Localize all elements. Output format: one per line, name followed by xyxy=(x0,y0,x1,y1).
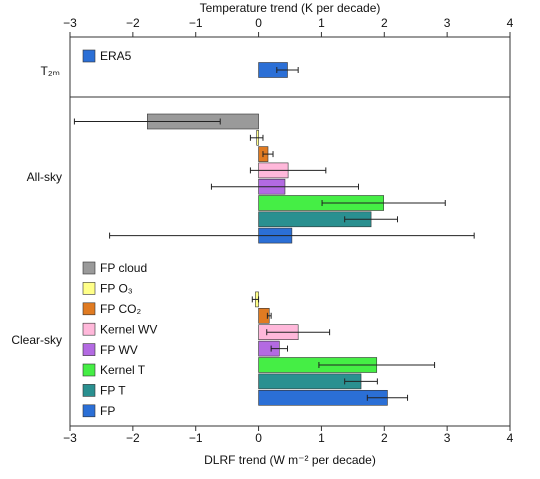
legend-label: FP WV xyxy=(100,343,138,357)
tick-label: 1 xyxy=(318,16,325,30)
tick-label: −1 xyxy=(189,16,203,30)
legend-swatch xyxy=(82,343,96,356)
error-bar xyxy=(318,362,436,368)
tick-label: −3 xyxy=(63,16,77,30)
legend-label: FP T xyxy=(100,384,126,398)
legend-label: FP CO₂ xyxy=(100,302,141,316)
error-bar xyxy=(73,118,221,125)
category-label: All-sky xyxy=(27,170,62,184)
error-bar xyxy=(109,232,475,239)
error-bar xyxy=(270,345,288,352)
tick-label: 4 xyxy=(507,16,514,30)
legend-swatch xyxy=(82,363,96,377)
tick-label: −2 xyxy=(126,431,140,445)
legend-label: FP O₃ xyxy=(100,282,133,296)
tick-label: −3 xyxy=(63,431,77,445)
error-bar xyxy=(249,167,327,174)
tick-label: −1 xyxy=(189,431,203,445)
bottom-axis-title: DLRF trend (W m⁻² per decade) xyxy=(204,453,376,467)
tick-label: 2 xyxy=(381,16,388,30)
error-bar xyxy=(262,151,274,158)
legend-label: FP xyxy=(100,404,115,418)
tick-label: 4 xyxy=(507,431,514,445)
tick-label: 0 xyxy=(255,16,262,30)
error-bar xyxy=(344,378,378,385)
error-bar xyxy=(366,394,409,401)
tick-label: 3 xyxy=(444,431,451,445)
category-label: T₂ₘ xyxy=(41,64,60,78)
error-bar xyxy=(266,329,331,336)
top-axis-title: Temperature trend (K per decade) xyxy=(200,1,381,15)
legend-swatch xyxy=(82,302,96,316)
legend-swatch xyxy=(82,261,96,275)
plot-frame xyxy=(69,36,511,427)
legend-swatch xyxy=(82,49,96,63)
tick-label: 2 xyxy=(381,431,388,445)
error-bar xyxy=(321,200,446,206)
tick-label: 0 xyxy=(255,431,262,445)
error-bar xyxy=(266,312,272,319)
error-bar xyxy=(249,134,264,141)
tick-label: 3 xyxy=(444,16,451,30)
legend-label: Kernel WV xyxy=(100,322,157,336)
legend-label: Kernel T xyxy=(100,363,146,377)
legend-swatch xyxy=(82,384,96,397)
error-bar xyxy=(344,216,398,223)
legend-label: FP cloud xyxy=(100,261,147,275)
error-bar xyxy=(210,183,360,190)
legend-label: ERA5 xyxy=(100,49,132,63)
tick-label: −2 xyxy=(126,16,140,30)
legend-swatch xyxy=(82,404,96,418)
error-bar xyxy=(276,67,299,73)
tick-label: 1 xyxy=(318,431,325,445)
legend-swatch xyxy=(82,282,96,295)
error-bar xyxy=(251,296,260,303)
category-label: Clear-sky xyxy=(11,333,62,347)
legend-swatch xyxy=(82,322,96,336)
